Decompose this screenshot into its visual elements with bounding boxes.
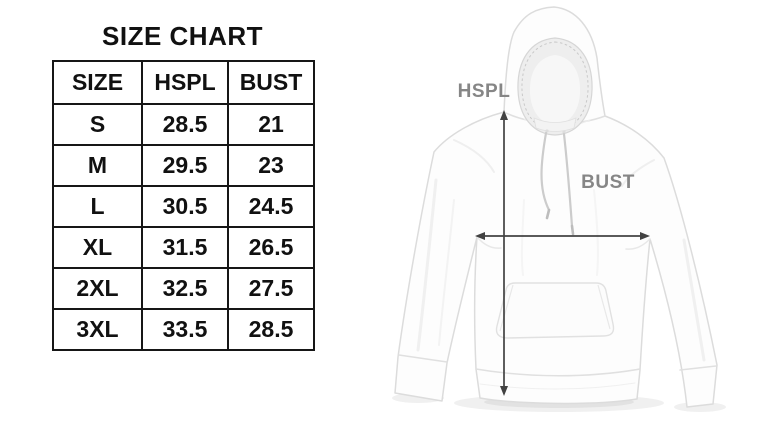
col-header-hspl: HSPL [141,60,229,105]
hspl-cell: 32.5 [141,267,229,310]
bust-cell: 21 [227,103,315,146]
col-header-bust: BUST [227,60,315,105]
arrow-right-head [640,232,650,240]
table-row: M 29.5 23 [52,144,315,187]
size-cell: 3XL [52,308,143,351]
fabric-folds [398,111,717,390]
size-chart-panel: SIZE CHART SIZE HSPL BUST S 28.5 21 M 29… [52,0,315,429]
size-table: SIZE HSPL BUST S 28.5 21 M 29.5 23 L [52,60,315,351]
drawstring-right [562,132,574,228]
bust-cell: 27.5 [227,267,315,310]
hspl-cell: 31.5 [141,226,229,269]
hspl-cell: 29.5 [141,144,229,187]
arrow-left-head [475,232,485,240]
size-cell: M [52,144,143,187]
page-title: SIZE CHART [102,21,263,51]
col-header-size: SIZE [52,60,143,105]
drawstring-left-aglet [545,208,551,220]
hspl-cell: 28.5 [141,103,229,146]
table-row: XL 31.5 26.5 [52,226,315,269]
size-cell: S [52,103,143,146]
size-cell: 2XL [52,267,143,310]
drawstring-right-aglet [570,224,575,236]
drawstring-left [540,131,551,212]
table-row: S 28.5 21 [52,103,315,146]
table-row: L 30.5 24.5 [52,185,315,228]
bust-label: BUST [581,172,635,193]
hspl-cell: 30.5 [141,185,229,228]
bust-cell: 26.5 [227,226,315,269]
size-cell: L [52,185,143,228]
kangaroo-pocket [495,282,615,339]
arrow-up-head [500,110,508,120]
hoodie-illustration: HSPL BUST [392,6,726,412]
bust-cell: 28.5 [227,308,315,351]
table-row: 2XL 32.5 27.5 [52,267,315,310]
hoodie-body [394,6,718,408]
bust-arrow [475,232,650,240]
size-cell: XL [52,226,143,269]
table-header-row: SIZE HSPL BUST [52,60,315,105]
bust-cell: 23 [227,144,315,187]
hspl-cell: 33.5 [141,308,229,351]
hspl-arrow [500,110,508,396]
drawcord-channel [533,117,577,134]
table-row: 3XL 33.5 28.5 [52,308,315,351]
hood-opening [517,37,593,136]
arrow-down-head [500,386,508,396]
hspl-label: HSPL [458,81,511,102]
bust-cell: 24.5 [227,185,315,228]
hoodie-measurement-diagram: HSPL BUST [384,0,768,429]
